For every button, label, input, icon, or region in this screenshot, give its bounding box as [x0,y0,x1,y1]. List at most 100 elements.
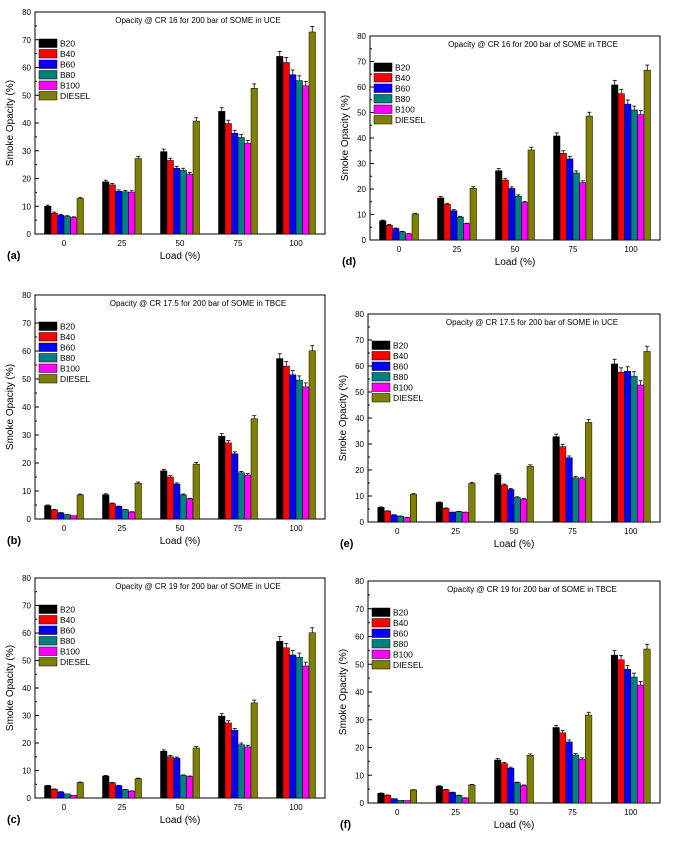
y-tick-label: 10 [355,771,364,780]
y-tick-label: 60 [22,64,31,73]
y-tick-label: 60 [355,362,364,371]
legend-label: B20 [60,605,75,615]
bar-diesel [192,120,200,235]
y-tick-label: 50 [357,109,366,118]
x-axis-label: Load (%) [160,251,201,262]
y-tick-label: 50 [22,375,31,384]
legend-swatch-diesel [38,657,58,667]
y-tick-label: 30 [357,160,366,169]
bar-b40 [224,123,232,235]
bar-b40 [617,659,625,804]
y-tick-label: 50 [22,91,31,100]
legend-label: B40 [393,618,408,628]
bar-b80 [630,676,638,804]
legend-swatch-b40 [371,618,391,628]
bar-diesel [134,778,142,799]
bar-b60 [173,483,181,520]
x-tick-label: 50 [176,524,185,533]
bar-b40 [224,442,232,520]
x-tick-label: 50 [510,808,519,817]
bar-diesel [643,69,651,241]
bar-diesel [526,466,534,523]
bar-b100 [70,217,78,235]
bar-b40 [282,365,290,520]
bar-b60 [115,785,123,799]
chart-panel: 0 10 20 30 40 50 60 70 80 0 25 50 75 100 Opacity @ CR … [340,32,661,268]
bar-b80 [179,169,187,235]
bar-b40 [50,212,58,235]
bar-b60 [448,512,456,523]
panel-label: (b) [7,535,21,547]
legend-label: B60 [393,629,408,639]
bar-b100 [463,223,471,241]
x-tick-label: 50 [510,527,519,536]
bar-b20 [611,363,619,523]
bar-b40 [617,93,625,241]
y-tick-label: 30 [355,716,364,725]
bar-b80 [630,375,638,523]
bar-b60 [624,103,632,241]
bar-diesel [585,714,593,804]
x-tick-label: 75 [234,524,243,533]
chart-title: Opacity @ CR 17.5 for 200 bar of SOME in… [446,318,618,327]
legend-label: B20 [393,608,408,618]
bar-b100 [244,474,252,520]
y-tick-label: 70 [22,602,31,611]
legend-swatch-b20 [38,38,58,48]
x-axis-label: Load (%) [494,539,535,550]
bar-b80 [121,191,129,235]
x-tick-label: 75 [569,245,578,254]
bar-b100 [302,386,310,520]
bar-b40 [166,756,174,799]
legend-label: B100 [393,383,413,393]
bar-b60 [115,191,123,235]
legend-label: B100 [60,81,80,91]
y-tick-label: 20 [22,459,31,468]
bar-diesel [250,418,258,520]
y-axis-label: Smoke Opacity (%) [5,364,16,450]
legend-label: B80 [60,353,75,363]
legend-label: B100 [395,105,415,115]
bar-b40 [559,153,567,241]
bar-b60 [289,74,297,235]
bar-b80 [572,754,580,804]
x-axis-label: Load (%) [494,820,535,831]
y-tick-label: 20 [22,175,31,184]
legend-label: DIESEL [395,115,426,125]
x-tick-label: 100 [624,808,638,817]
legend-label: B60 [60,343,75,353]
bar-b20 [377,507,385,523]
bar-b20 [494,474,502,523]
legend-label: B100 [60,647,80,657]
legend-label: DIESEL [60,657,91,667]
y-tick-label: 10 [355,492,364,501]
x-tick-label: 100 [624,245,638,254]
legend-label: DIESEL [393,660,424,670]
x-axis-label: Load (%) [160,536,201,547]
bar-b40 [108,503,116,520]
y-tick-label: 80 [355,577,364,586]
x-tick-label: 100 [289,239,303,248]
x-tick-label: 100 [624,527,638,536]
y-tick-label: 60 [22,347,31,356]
bar-b40 [559,446,567,523]
bar-b40 [500,763,508,804]
chart-title: Opacity @ CR 19 for 200 bar of SOME in U… [115,582,281,591]
chart-title: Opacity @ CR 16 for 200 bar of SOME in U… [115,16,281,25]
y-tick-label: 40 [357,134,366,143]
bar-b100 [637,684,645,804]
bar-b80 [121,789,129,799]
bar-diesel [643,351,651,523]
y-tick-label: 0 [27,230,32,239]
y-tick-label: 40 [22,684,31,693]
legend-label: DIESEL [393,393,424,403]
y-tick-label: 70 [22,319,31,328]
x-tick-label: 50 [511,245,520,254]
bar-b40 [442,789,450,804]
y-tick-label: 70 [355,605,364,614]
bar-b20 [552,727,560,804]
bar-b80 [121,509,129,520]
bar-b100 [579,182,587,241]
bar-diesel [76,198,84,235]
x-tick-label: 25 [453,245,462,254]
